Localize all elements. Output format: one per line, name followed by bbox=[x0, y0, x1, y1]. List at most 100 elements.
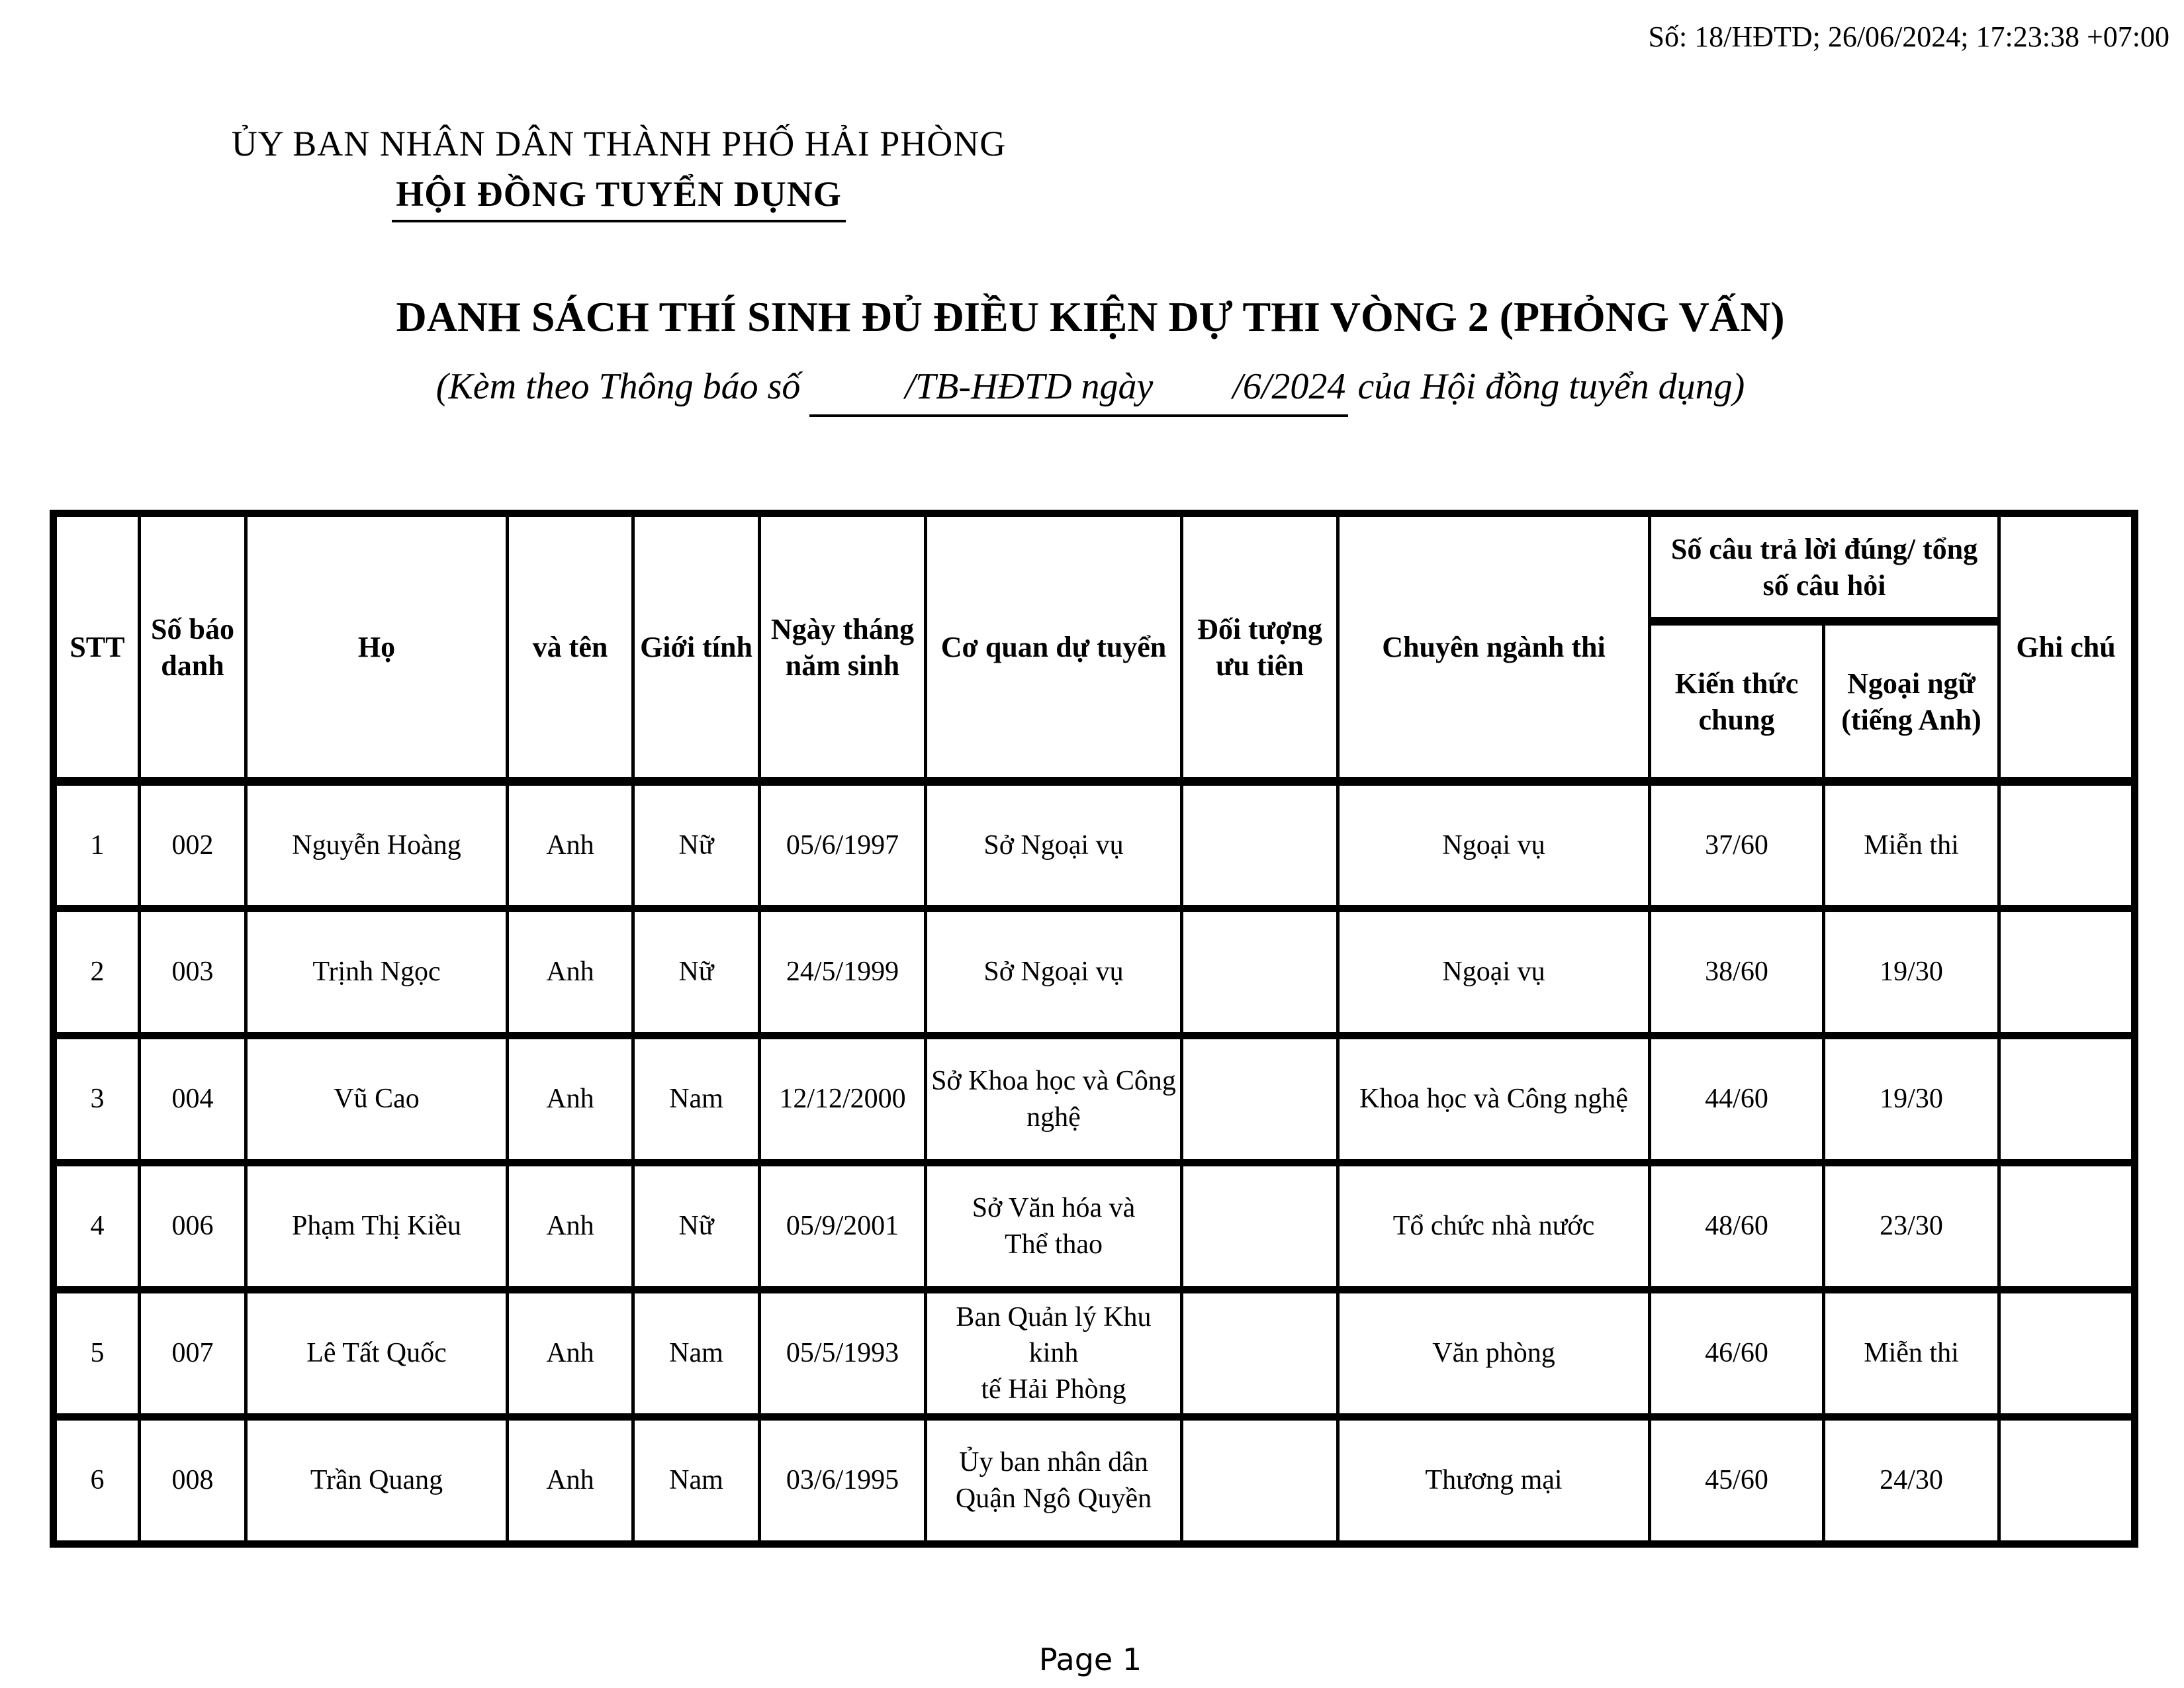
cell-kien-thuc-chung: 48/60 bbox=[1648, 1159, 1825, 1293]
candidates-table-container: STT Số báo danh Họ và tên Giới tính Ngày… bbox=[50, 509, 2139, 1548]
col-header-co-quan: Cơ quan dự tuyển bbox=[924, 510, 1183, 786]
cell-ghi-chu bbox=[1997, 778, 2137, 912]
cell-doi-tuong bbox=[1180, 905, 1340, 1039]
cell-so-bao-danh: 006 bbox=[138, 1159, 248, 1293]
council-name: HỘI ĐỒNG TUYỂN DỤNG bbox=[392, 176, 846, 222]
col-header-so-cau-dung: Số câu trả lời đúng/ tổng số câu hỏi bbox=[1647, 509, 2001, 626]
col-header-ngay-sinh: Ngày tháng năm sinh bbox=[758, 510, 927, 786]
cell-ngoai-ngu: Miễn thi bbox=[1821, 778, 2001, 912]
cell-stt: 2 bbox=[52, 905, 141, 1039]
col-header-va-ten: và tên bbox=[506, 510, 635, 786]
cell-chuyen-nganh: Ngoại vụ bbox=[1336, 905, 1651, 1039]
cell-ghi-chu bbox=[1997, 905, 2137, 1039]
cell-kien-thuc-chung: 45/60 bbox=[1648, 1413, 1825, 1548]
cell-va-ten: Anh bbox=[506, 1286, 635, 1421]
cell-ngay-sinh: 24/5/1999 bbox=[758, 905, 927, 1039]
cell-co-quan: Sở Khoa học và Công nghệ bbox=[924, 1032, 1183, 1166]
col-header-chuyen-nganh: Chuyên ngành thi bbox=[1336, 510, 1651, 786]
document-stamp: Số: 18/HĐTD; 26/06/2024; 17:23:38 +07:00 bbox=[1648, 21, 2169, 53]
subtitle-suffix: của Hội đồng tuyển dụng) bbox=[1357, 366, 1745, 407]
col-header-kien-thuc-chung: Kiến thức chung bbox=[1648, 617, 1825, 786]
cell-stt: 4 bbox=[52, 1159, 141, 1293]
cell-stt: 1 bbox=[52, 778, 141, 912]
header-row-top: STT Số báo danh Họ và tên Giới tính Ngày… bbox=[52, 509, 2137, 786]
candidates-table: STT Số báo danh Họ và tên Giới tính Ngày… bbox=[50, 509, 2139, 1548]
cell-ngoai-ngu: 19/30 bbox=[1821, 1032, 2001, 1166]
cell-co-quan: Ban Quản lý Khu kinh tế Hải Phòng bbox=[924, 1286, 1183, 1421]
subtitle-fill-in-line: /TB-HĐTD ngày/6/2024 bbox=[809, 365, 1349, 417]
cell-chuyen-nganh: Tổ chức nhà nước bbox=[1336, 1159, 1651, 1293]
cell-ghi-chu bbox=[1997, 1286, 2137, 1421]
document-subtitle: (Kèm theo Thông báo số /TB-HĐTD ngày/6/2… bbox=[50, 365, 2131, 417]
cell-kien-thuc-chung: 38/60 bbox=[1648, 905, 1825, 1039]
table-row: 3 004 Vũ Cao Anh Nam 12/12/2000 Sở Khoa học và… bbox=[52, 1032, 2137, 1166]
cell-ho: Trịnh Ngọc bbox=[244, 905, 509, 1039]
col-header-ho: Họ bbox=[244, 510, 509, 786]
cell-ngay-sinh: 12/12/2000 bbox=[758, 1032, 927, 1166]
cell-kien-thuc-chung: 37/60 bbox=[1648, 778, 1825, 912]
cell-so-bao-danh: 002 bbox=[138, 778, 248, 912]
cell-gioi-tinh: Nữ bbox=[631, 1159, 761, 1293]
cell-ngoai-ngu: 19/30 bbox=[1821, 905, 2001, 1039]
cell-ngoai-ngu: 23/30 bbox=[1821, 1159, 2001, 1293]
table-row: 1 002 Nguyễn Hoàng Anh Nữ 05/6/1997 Sở Ngoại v… bbox=[52, 778, 2137, 912]
cell-co-quan: Sở Ngoại vụ bbox=[924, 905, 1183, 1039]
cell-co-quan: Sở Ngoại vụ bbox=[924, 778, 1183, 912]
subtitle-date: /6/2024 bbox=[1232, 366, 1346, 407]
cell-stt: 6 bbox=[52, 1413, 141, 1548]
org-header: ỦY BAN NHÂN DÂN THÀNH PHỐ HẢI PHÒNG HỘI … bbox=[0, 126, 1238, 222]
cell-ho: Nguyễn Hoàng bbox=[244, 778, 509, 912]
cell-so-bao-danh: 003 bbox=[138, 905, 248, 1039]
col-header-doi-tuong: Đối tượng ưu tiên bbox=[1180, 510, 1340, 786]
cell-doi-tuong bbox=[1180, 1032, 1340, 1166]
cell-doi-tuong bbox=[1180, 778, 1340, 912]
cell-ngay-sinh: 03/6/1995 bbox=[758, 1413, 927, 1548]
cell-ngay-sinh: 05/5/1993 bbox=[758, 1286, 927, 1421]
col-header-stt: STT bbox=[52, 510, 141, 786]
cell-kien-thuc-chung: 44/60 bbox=[1648, 1032, 1825, 1166]
cell-ho: Phạm Thị Kiều bbox=[244, 1159, 509, 1293]
col-header-so-bao-danh: Số báo danh bbox=[138, 510, 248, 786]
cell-ngay-sinh: 05/6/1997 bbox=[758, 778, 927, 912]
cell-gioi-tinh: Nữ bbox=[631, 778, 761, 912]
subtitle-mid: /TB-HĐTD ngày bbox=[905, 366, 1154, 407]
cell-ho: Lê Tất Quốc bbox=[244, 1286, 509, 1421]
cell-gioi-tinh: Nam bbox=[631, 1032, 761, 1166]
cell-kien-thuc-chung: 46/60 bbox=[1648, 1286, 1825, 1421]
cell-gioi-tinh: Nam bbox=[631, 1286, 761, 1421]
cell-va-ten: Anh bbox=[506, 1413, 635, 1548]
cell-so-bao-danh: 008 bbox=[138, 1413, 248, 1548]
subtitle-prefix: (Kèm theo Thông báo số bbox=[435, 366, 801, 407]
cell-va-ten: Anh bbox=[506, 1159, 635, 1293]
cell-ghi-chu bbox=[1997, 1159, 2137, 1293]
cell-chuyen-nganh: Ngoại vụ bbox=[1336, 778, 1651, 912]
cell-co-quan: Sở Văn hóa và Thể thao bbox=[924, 1159, 1183, 1293]
header-row-sub: Kiến thức chung Ngoại ngữ (tiếng Anh) bbox=[54, 617, 2135, 786]
table-row: 2 003 Trịnh Ngọc Anh Nữ 24/5/1999 Sở Ngoại vụ N… bbox=[52, 905, 2137, 1039]
document-title: DANH SÁCH THÍ SINH ĐỦ ĐIỀU KIỆN DỰ THI V… bbox=[396, 293, 1785, 340]
cell-gioi-tinh: Nữ bbox=[631, 905, 761, 1039]
table-row: 4 006 Phạm Thị Kiều Anh Nữ 05/9/2001 Sở Văn hó… bbox=[52, 1159, 2137, 1293]
table-body: 1 002 Nguyễn Hoàng Anh Nữ 05/6/1997 Sở Ngoại v… bbox=[52, 778, 2137, 1548]
cell-so-bao-danh: 004 bbox=[138, 1032, 248, 1166]
org-name: ỦY BAN NHÂN DÂN THÀNH PHỐ HẢI PHÒNG bbox=[231, 124, 1007, 164]
cell-doi-tuong bbox=[1180, 1286, 1340, 1421]
cell-stt: 3 bbox=[52, 1032, 141, 1166]
cell-doi-tuong bbox=[1180, 1413, 1340, 1548]
cell-ghi-chu bbox=[1997, 1413, 2137, 1548]
cell-chuyen-nganh: Thương mại bbox=[1336, 1413, 1651, 1548]
cell-so-bao-danh: 007 bbox=[138, 1286, 248, 1421]
col-header-ngoai-ngu: Ngoại ngữ (tiếng Anh) bbox=[1821, 617, 2001, 786]
col-header-gioi-tinh: Giới tính bbox=[631, 510, 761, 786]
cell-va-ten: Anh bbox=[506, 778, 635, 912]
cell-ngay-sinh: 05/9/2001 bbox=[758, 1159, 927, 1293]
cell-ngoai-ngu: Miễn thi bbox=[1821, 1286, 2001, 1421]
cell-ngoai-ngu: 24/30 bbox=[1821, 1413, 2001, 1548]
page-number: Page 1 bbox=[1038, 1642, 1142, 1677]
table-row: 6 008 Trần Quang Anh Nam 03/6/1995 Ủy ban nhân… bbox=[52, 1413, 2137, 1548]
table-row: 5 007 Lê Tất Quốc Anh Nam 05/5/1993 Ban Quản l… bbox=[52, 1286, 2137, 1421]
cell-ghi-chu bbox=[1997, 1032, 2137, 1166]
col-header-ghi-chu: Ghi chú bbox=[1997, 510, 2137, 786]
cell-va-ten: Anh bbox=[506, 1032, 635, 1166]
